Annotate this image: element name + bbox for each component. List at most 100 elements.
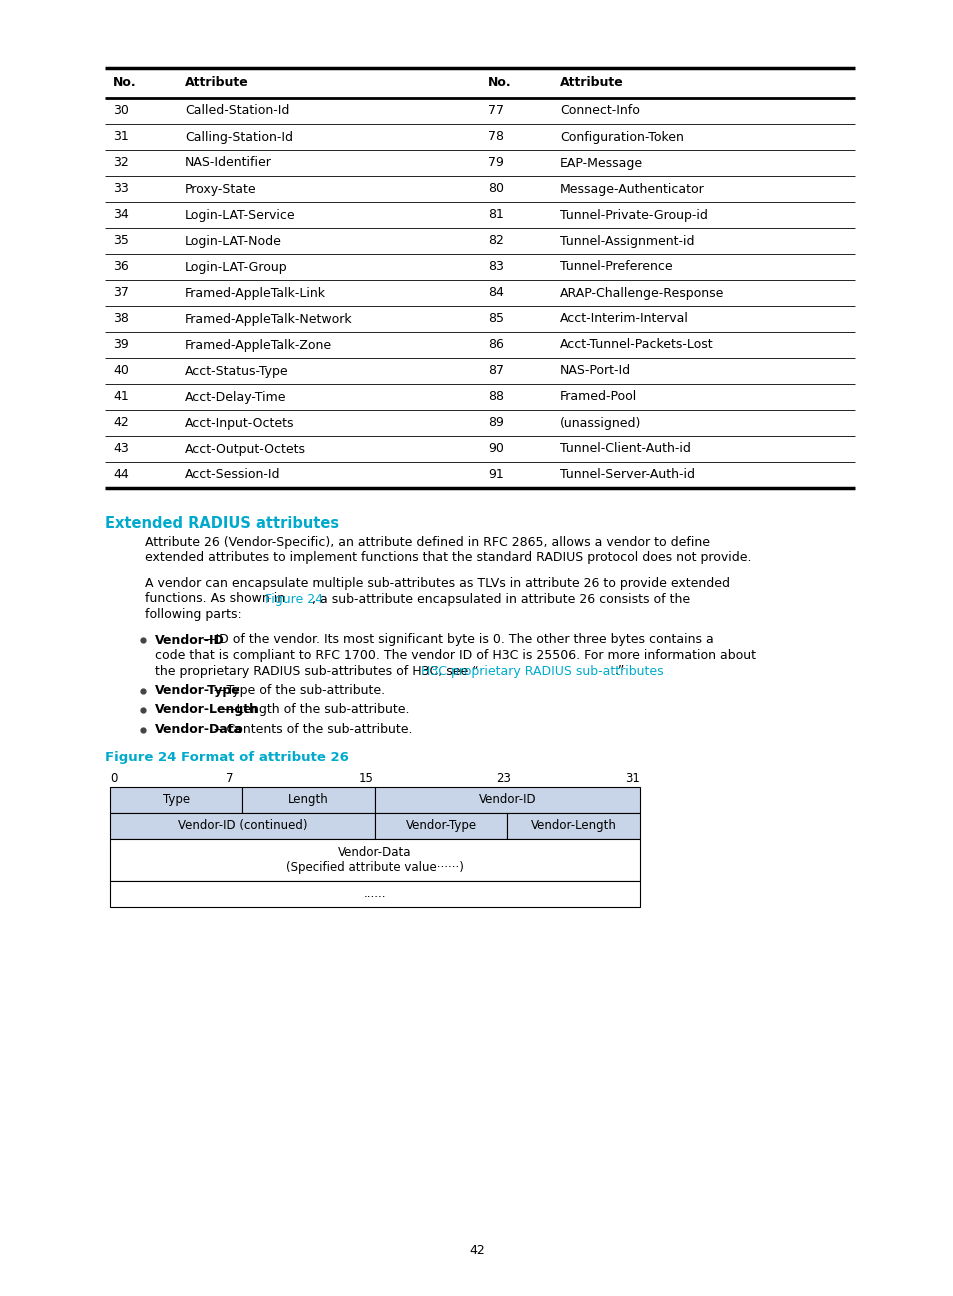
Text: 86: 86 xyxy=(488,338,503,351)
Text: Attribute: Attribute xyxy=(559,76,623,89)
Text: No.: No. xyxy=(112,76,136,89)
Text: A vendor can encapsulate multiple sub-attributes as TLVs in attribute 26 to prov: A vendor can encapsulate multiple sub-at… xyxy=(145,577,729,590)
Text: —ID of the vendor. Its most significant byte is 0. The other three bytes contain: —ID of the vendor. Its most significant … xyxy=(203,634,713,647)
Text: Login-LAT-Group: Login-LAT-Group xyxy=(185,260,287,273)
Text: the proprietary RADIUS sub-attributes of H3C, see “: the proprietary RADIUS sub-attributes of… xyxy=(154,665,478,678)
Text: 87: 87 xyxy=(488,364,503,377)
Text: 37: 37 xyxy=(112,286,129,299)
Text: 30: 30 xyxy=(112,105,129,118)
Text: 7: 7 xyxy=(226,772,233,785)
Bar xyxy=(110,839,639,880)
Text: ARAP-Challenge-Response: ARAP-Challenge-Response xyxy=(559,286,723,299)
Text: 34: 34 xyxy=(112,209,129,222)
Text: 42: 42 xyxy=(112,416,129,429)
Text: Message-Authenticator: Message-Authenticator xyxy=(559,183,704,196)
Text: 38: 38 xyxy=(112,312,129,325)
Text: 91: 91 xyxy=(488,468,503,482)
Text: No.: No. xyxy=(488,76,511,89)
Text: Vendor-ID (continued): Vendor-ID (continued) xyxy=(177,819,307,832)
Text: 82: 82 xyxy=(488,235,503,248)
Text: .”: .” xyxy=(614,665,624,678)
Bar xyxy=(375,787,639,813)
Text: 15: 15 xyxy=(358,772,374,785)
Text: NAS-Identifier: NAS-Identifier xyxy=(185,157,272,170)
Text: Attribute 26 (Vendor-Specific), an attribute defined in RFC 2865, allows a vendo: Attribute 26 (Vendor-Specific), an attri… xyxy=(145,537,709,550)
Text: 35: 35 xyxy=(112,235,129,248)
Text: Figure 24 Format of attribute 26: Figure 24 Format of attribute 26 xyxy=(105,750,349,763)
Text: Vendor-Length: Vendor-Length xyxy=(154,704,258,717)
Text: (unassigned): (unassigned) xyxy=(559,416,640,429)
Text: 88: 88 xyxy=(488,390,503,403)
Text: Framed-Pool: Framed-Pool xyxy=(559,390,637,403)
Text: Login-LAT-Node: Login-LAT-Node xyxy=(185,235,281,248)
Text: Framed-AppleTalk-Zone: Framed-AppleTalk-Zone xyxy=(185,338,332,351)
Bar xyxy=(110,813,375,839)
Text: 42: 42 xyxy=(469,1243,484,1257)
Text: Login-LAT-Service: Login-LAT-Service xyxy=(185,209,295,222)
Text: Tunnel-Preference: Tunnel-Preference xyxy=(559,260,672,273)
Text: —Length of the sub-attribute.: —Length of the sub-attribute. xyxy=(224,704,409,717)
Text: EAP-Message: EAP-Message xyxy=(559,157,642,170)
Text: Configuration-Token: Configuration-Token xyxy=(559,131,683,144)
Text: Vendor-ID: Vendor-ID xyxy=(478,793,536,806)
Text: 41: 41 xyxy=(112,390,129,403)
Text: Vendor-Type: Vendor-Type xyxy=(405,819,476,832)
Text: 78: 78 xyxy=(488,131,503,144)
Text: 33: 33 xyxy=(112,183,129,196)
Text: 31: 31 xyxy=(112,131,129,144)
Text: H3C proprietary RADIUS sub-attributes: H3C proprietary RADIUS sub-attributes xyxy=(421,665,663,678)
Text: Extended RADIUS attributes: Extended RADIUS attributes xyxy=(105,516,338,531)
Text: Tunnel-Client-Auth-id: Tunnel-Client-Auth-id xyxy=(559,442,690,455)
Text: —Type of the sub-attribute.: —Type of the sub-attribute. xyxy=(213,684,384,697)
Text: Acct-Delay-Time: Acct-Delay-Time xyxy=(185,390,286,403)
Text: Vendor-Data
(Specified attribute value······): Vendor-Data (Specified attribute value··… xyxy=(286,845,463,874)
Text: Tunnel-Server-Auth-id: Tunnel-Server-Auth-id xyxy=(559,468,695,482)
Bar xyxy=(110,787,242,813)
Text: 81: 81 xyxy=(488,209,503,222)
Text: 90: 90 xyxy=(488,442,503,455)
Text: —Contents of the sub-attribute.: —Contents of the sub-attribute. xyxy=(213,723,412,736)
Text: Tunnel-Assignment-id: Tunnel-Assignment-id xyxy=(559,235,694,248)
Text: Figure 24: Figure 24 xyxy=(265,592,323,605)
Text: Attribute: Attribute xyxy=(185,76,249,89)
Text: functions. As shown in: functions. As shown in xyxy=(145,592,289,605)
Bar xyxy=(242,787,375,813)
Text: Acct-Output-Octets: Acct-Output-Octets xyxy=(185,442,306,455)
Text: 23: 23 xyxy=(496,772,510,785)
Text: ......: ...... xyxy=(363,886,386,899)
Text: Framed-AppleTalk-Link: Framed-AppleTalk-Link xyxy=(185,286,326,299)
Text: Length: Length xyxy=(288,793,329,806)
Text: 36: 36 xyxy=(112,260,129,273)
Text: Vendor-Data: Vendor-Data xyxy=(154,723,243,736)
Text: 83: 83 xyxy=(488,260,503,273)
Text: 31: 31 xyxy=(624,772,639,785)
Text: 40: 40 xyxy=(112,364,129,377)
Text: following parts:: following parts: xyxy=(145,608,241,621)
Text: 89: 89 xyxy=(488,416,503,429)
Text: Tunnel-Private-Group-id: Tunnel-Private-Group-id xyxy=(559,209,707,222)
Text: Calling-Station-Id: Calling-Station-Id xyxy=(185,131,293,144)
Text: Type: Type xyxy=(163,793,190,806)
Text: Vendor-Length: Vendor-Length xyxy=(530,819,616,832)
Text: 77: 77 xyxy=(488,105,503,118)
Text: 32: 32 xyxy=(112,157,129,170)
Text: 44: 44 xyxy=(112,468,129,482)
Text: Acct-Input-Octets: Acct-Input-Octets xyxy=(185,416,294,429)
Text: 43: 43 xyxy=(112,442,129,455)
Text: Connect-Info: Connect-Info xyxy=(559,105,639,118)
Text: Vendor-Type: Vendor-Type xyxy=(154,684,240,697)
Text: Proxy-State: Proxy-State xyxy=(185,183,256,196)
Text: Vendor-ID: Vendor-ID xyxy=(154,634,225,647)
Text: 85: 85 xyxy=(488,312,503,325)
Text: 84: 84 xyxy=(488,286,503,299)
Bar xyxy=(375,813,507,839)
Text: , a sub-attribute encapsulated in attribute 26 consists of the: , a sub-attribute encapsulated in attrib… xyxy=(312,592,689,605)
Text: code that is compliant to RFC 1700. The vendor ID of H3C is 25506. For more info: code that is compliant to RFC 1700. The … xyxy=(154,649,755,662)
Text: 0: 0 xyxy=(110,772,117,785)
Text: Acct-Status-Type: Acct-Status-Type xyxy=(185,364,289,377)
Text: Acct-Interim-Interval: Acct-Interim-Interval xyxy=(559,312,688,325)
Text: Acct-Session-Id: Acct-Session-Id xyxy=(185,468,280,482)
Bar xyxy=(110,880,639,906)
Text: 39: 39 xyxy=(112,338,129,351)
Text: extended attributes to implement functions that the standard RADIUS protocol doe: extended attributes to implement functio… xyxy=(145,552,751,565)
